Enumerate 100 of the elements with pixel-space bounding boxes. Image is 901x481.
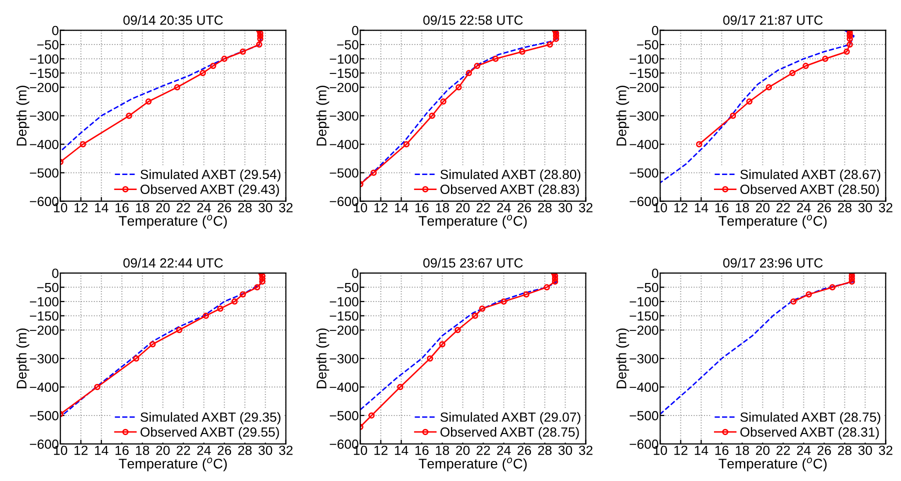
y-tick-label: −300	[630, 111, 658, 121]
x-axis-title: Temperature ($^{o}$C)	[118, 458, 227, 472]
x-tick-label: 20	[456, 202, 470, 212]
x-tick-label: 26	[218, 202, 232, 212]
point	[552, 278, 558, 285]
x-tick-label: 28	[238, 446, 252, 456]
x-axis-title: Temperature ($^{o}$C)	[118, 214, 227, 229]
x-tick-label: 30	[258, 446, 272, 456]
y-tick-label: −500	[630, 168, 658, 178]
y-tick-label: −400	[330, 382, 358, 392]
y-tick-label: −150	[630, 68, 658, 78]
y-tick-label: 0	[52, 268, 58, 278]
x-tick-label: 22	[476, 446, 490, 455]
point	[472, 312, 478, 319]
y-tick-label: −500	[630, 411, 658, 420]
y-tick-label: 0	[652, 26, 658, 36]
x-tick-label: 12	[74, 202, 88, 212]
x-tick-label: 32	[279, 446, 293, 456]
y-tick-label: −50	[337, 282, 358, 292]
y-tick-label: −100	[330, 54, 358, 64]
y-axis-title: Depth (m)	[616, 86, 630, 146]
point	[544, 284, 550, 290]
x-tick-label: 28	[538, 446, 552, 456]
x-tick-label: 16	[415, 202, 429, 212]
x-tick-label: 18	[736, 446, 749, 456]
x-tick-label: 12	[374, 446, 388, 455]
y-tick-label: −50	[37, 282, 58, 292]
y-tick-label: 0	[52, 26, 58, 36]
x-tick-label: 28	[538, 202, 552, 212]
point	[200, 70, 206, 76]
x-tick-label: 32	[578, 202, 592, 212]
x-tick-label: 32	[279, 202, 293, 212]
x-tick-label: 22	[776, 446, 790, 455]
point	[492, 56, 499, 62]
y-tick-label: −400	[630, 140, 658, 150]
x-tick-label: 26	[818, 446, 831, 456]
x-tick-label: 18	[436, 202, 450, 212]
x-tick-label: 28	[838, 446, 852, 456]
legend-label: Observed AXBT (29.43)	[140, 184, 279, 197]
x-tick-label: 22	[476, 202, 490, 212]
y-tick-label: −500	[330, 411, 358, 420]
point	[519, 48, 526, 55]
point	[240, 291, 246, 298]
y-tick-label: −200	[330, 82, 358, 92]
point	[80, 141, 86, 148]
y-tick-label: −200	[630, 82, 658, 92]
x-tick-label: 14	[394, 446, 408, 455]
x-tick-label: 20	[156, 202, 170, 212]
point	[479, 306, 486, 312]
point	[257, 32, 264, 40]
point	[428, 112, 436, 119]
point	[257, 30, 264, 36]
x-tick-label: 30	[858, 446, 872, 456]
y-tick-label: −50	[337, 40, 358, 50]
point	[846, 32, 853, 40]
chart-title: 09/15 23:67 UTC	[423, 258, 523, 268]
y-tick-label: −400	[630, 382, 658, 392]
point	[846, 36, 853, 42]
point	[426, 355, 434, 362]
y-tick-label: 0	[352, 268, 358, 278]
y-tick-label: −100	[630, 297, 658, 306]
point	[439, 341, 446, 348]
x-tick-label: 20	[756, 202, 770, 212]
point	[370, 170, 377, 176]
x-tick-label: 14	[694, 446, 708, 455]
point	[217, 306, 224, 312]
y-tick-label: −100	[30, 54, 58, 64]
point	[210, 62, 216, 70]
y-tick-label: −100	[630, 54, 658, 64]
y-tick-label: −300	[330, 354, 358, 364]
legend-label: Observed AXBT (28.50)	[740, 184, 879, 197]
x-tick-label: 24	[797, 202, 811, 212]
chart-title: 09/17 23:96 UTC	[723, 258, 823, 268]
x-tick-label: 30	[558, 446, 572, 456]
point	[474, 62, 480, 70]
legend-label: Observed AXBT (28.75)	[440, 427, 579, 440]
x-tick-label: 28	[838, 202, 852, 212]
point	[440, 98, 446, 105]
point	[552, 276, 558, 282]
x-tick-label: 16	[715, 202, 728, 212]
x-tick-label: 24	[497, 446, 511, 455]
y-tick-label: −300	[330, 111, 358, 121]
x-tick-label: 18	[136, 202, 150, 212]
point	[456, 84, 462, 90]
x-tick-label: 22	[176, 202, 190, 212]
point	[149, 341, 156, 348]
x-axis-title: Temperature ($^{o}$C)	[418, 458, 527, 472]
point	[696, 141, 702, 148]
y-tick-label: −50	[637, 282, 658, 292]
y-axis-title: Depth (m)	[616, 328, 630, 388]
x-tick-label: 14	[694, 203, 708, 212]
legend-label: Simulated AXBT (28.80)	[440, 169, 580, 182]
y-axis-title: Depth (m)	[316, 86, 330, 146]
x-tick-label: 18	[436, 446, 450, 456]
point	[403, 141, 410, 148]
x-tick-label: 28	[238, 202, 252, 212]
legend-label: Observed AXBT (28.83)	[440, 184, 579, 197]
chart-title: 09/15 22:58 UTC	[423, 15, 523, 25]
point	[802, 62, 809, 70]
point	[133, 355, 140, 362]
